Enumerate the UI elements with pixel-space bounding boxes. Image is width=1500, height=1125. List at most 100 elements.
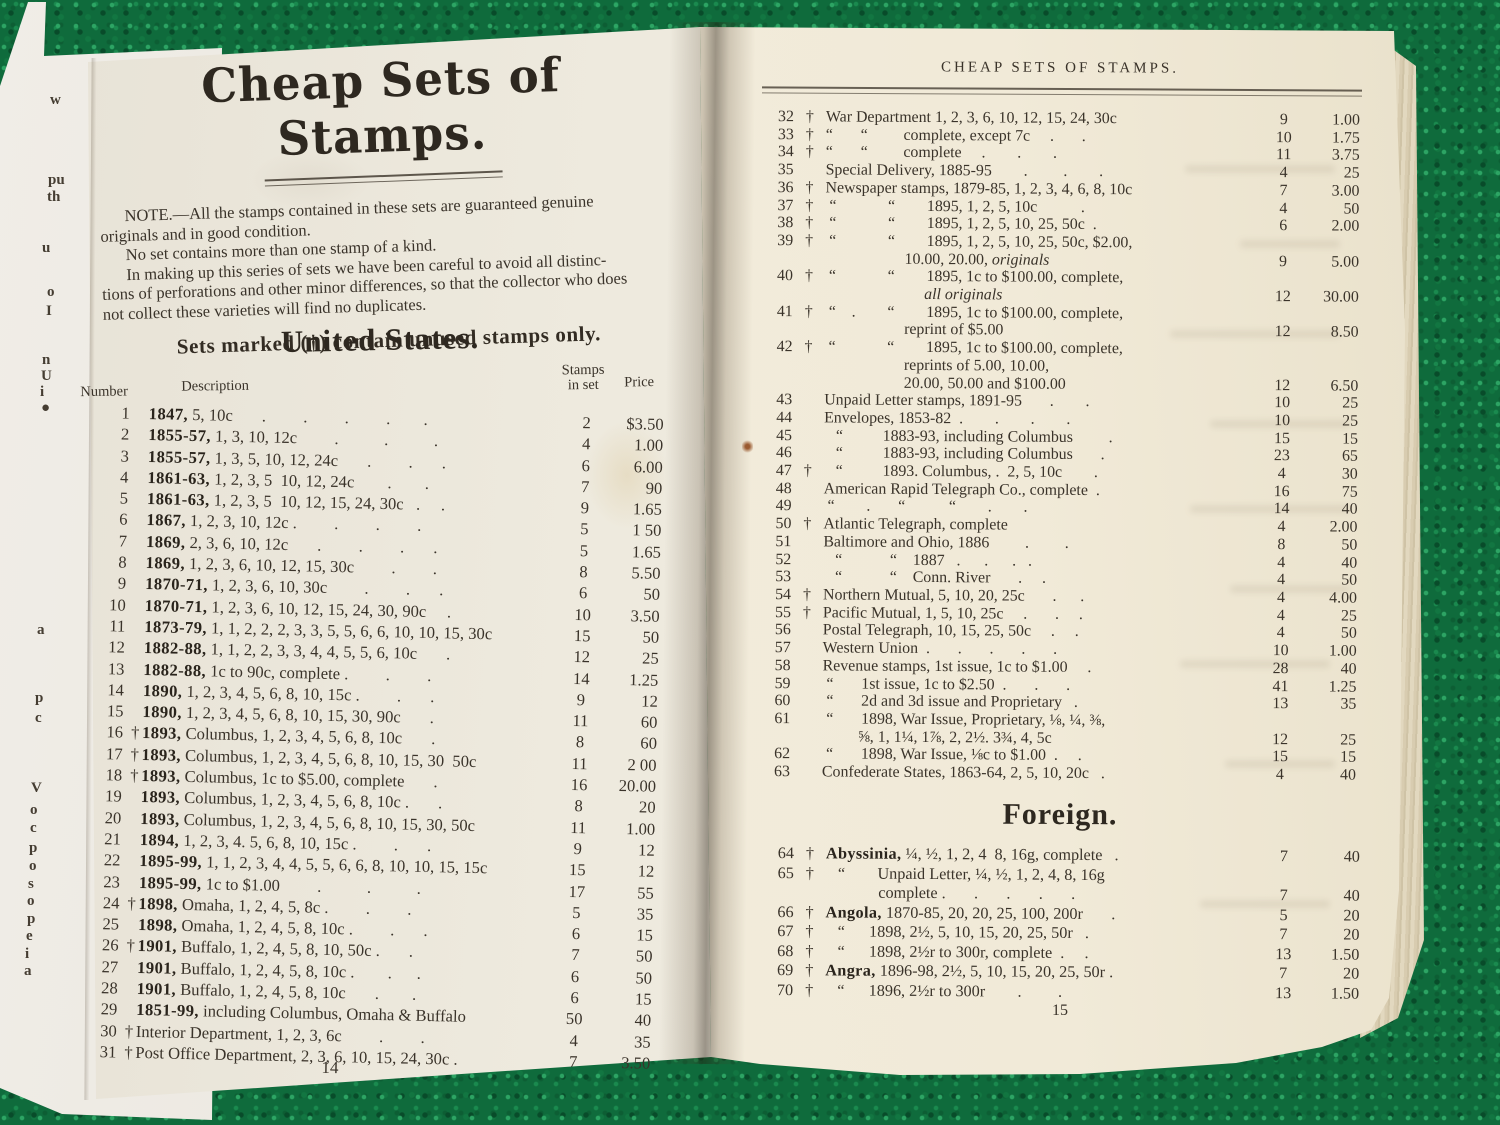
row-number: 43 [776, 391, 793, 409]
stamps-in-set-value: 5 [579, 540, 589, 561]
row-number: 49 [775, 497, 792, 515]
row-number: 33 [777, 125, 794, 143]
row-description: complete . . . . . [825, 883, 1076, 903]
price-value: 25 [1343, 164, 1360, 182]
row-number: 62 [774, 745, 791, 763]
row-number: 58 [774, 656, 791, 674]
cut-off-text-fragment: p [27, 911, 36, 927]
dagger-icon: † [805, 902, 814, 921]
left-page-header: Cheap Sets of Stamps. NOTE.—All the stam… [95, 46, 674, 362]
price-value: 35 [633, 1031, 651, 1052]
cut-off-text-fragment: i [25, 946, 30, 962]
stamps-in-set-value [1262, 359, 1302, 377]
price-value: 8.50 [1330, 323, 1359, 342]
price-value: 12 [637, 861, 655, 881]
row-number: 5 [119, 488, 129, 508]
dagger-icon [801, 250, 825, 268]
row-number: 4 [119, 467, 129, 487]
price-value: 15 [634, 989, 652, 1009]
row-number: 2 [120, 424, 130, 444]
cut-off-text-fragment: I [46, 303, 52, 319]
stamps-in-set-value: 11 [571, 753, 588, 774]
row-number: 54 [775, 586, 792, 604]
row-number: 9 [117, 573, 127, 594]
dagger-icon: † [805, 232, 814, 250]
stamps-in-set-value: 8 [579, 562, 588, 582]
dagger-icon [799, 657, 823, 675]
price-value: 25 [1342, 412, 1359, 430]
dagger-icon: † [805, 922, 814, 941]
dagger-icon [127, 914, 138, 936]
dagger-icon: † [803, 462, 812, 480]
row-number: 19 [104, 786, 122, 806]
price-value: 50 [635, 968, 653, 988]
dagger-icon [126, 956, 137, 978]
dagger-icon [125, 999, 136, 1021]
dagger-icon [799, 569, 823, 587]
dagger-icon [134, 573, 145, 595]
price-value: 50 [643, 584, 661, 605]
price-value: 5.00 [1331, 253, 1360, 271]
price-value: 50 [1341, 571, 1358, 589]
stamps-in-set-value: 15 [573, 625, 591, 646]
dagger-icon: † [805, 125, 814, 144]
row-number: 26 [101, 935, 119, 955]
paper-speck [742, 440, 753, 453]
stamps-in-set-value: 7 [1279, 964, 1288, 983]
price-value: 1 50 [632, 520, 662, 541]
dagger-icon [799, 622, 823, 640]
stamps-in-set-value [1262, 341, 1302, 359]
price-value: 15 [1340, 748, 1357, 766]
dagger-icon: † [802, 603, 811, 621]
stamps-in-set-value: 7 [580, 477, 590, 497]
row-number: 70 [776, 980, 794, 999]
dagger-icon [135, 531, 146, 553]
stamps-in-set-value: 5 [1279, 905, 1288, 924]
price-value: 3.75 [1331, 146, 1360, 165]
row-number: 36 [777, 178, 794, 197]
stamps-in-set-value [1260, 713, 1300, 731]
stamps-in-set-value: 4 [1276, 624, 1285, 642]
dagger-icon [798, 763, 822, 781]
row-number: 35 [777, 161, 794, 179]
dagger-icon [798, 675, 822, 693]
dagger-icon [131, 701, 142, 723]
price-value: 25 [1342, 394, 1359, 412]
cut-off-text-fragment: a [24, 963, 32, 979]
price-value: 1.25 [629, 669, 659, 690]
price-value: 1.25 [1328, 677, 1357, 696]
dagger-icon: † [805, 961, 814, 980]
stamps-in-set-value: 4 [569, 1030, 579, 1050]
dagger-icon [126, 978, 137, 1000]
stamps-in-set-value: 10 [574, 604, 592, 625]
price-value: 20 [1343, 906, 1360, 925]
dagger-icon [798, 710, 822, 728]
price-value: 25 [1340, 731, 1357, 749]
price-value: 3.00 [1331, 182, 1360, 200]
row-number: 69 [776, 961, 794, 980]
price-value: 2.00 [1329, 518, 1358, 536]
column-header-description: Description [181, 377, 250, 395]
stamps-in-set-value: 5 [572, 902, 581, 923]
row-number: 37 [777, 196, 794, 214]
dagger-icon [799, 551, 823, 569]
paper-stain [250, 150, 370, 210]
dagger-icon: † [127, 893, 137, 913]
row-number: 18 [105, 765, 123, 785]
dagger-icon [800, 356, 824, 374]
price-value: 6.50 [1330, 377, 1359, 395]
price-value: 50 [1343, 200, 1360, 218]
cut-off-text-fragment: U [41, 368, 52, 384]
dagger-icon [800, 391, 824, 409]
row-number: 22 [103, 850, 121, 870]
row-number: 56 [774, 621, 791, 639]
price-value: 6.00 [633, 456, 663, 477]
title-divider-rule [264, 170, 503, 187]
dagger-icon: † [805, 108, 814, 126]
row-number [761, 250, 801, 268]
dagger-icon: † [805, 214, 814, 232]
row-description: Confederate States, 1863-64, 2, 5, 10, 2… [821, 763, 1105, 783]
cut-off-text-fragment: e [26, 928, 33, 944]
dagger-icon [798, 728, 822, 746]
row-description: “ 1898, 2½r to 300r, complete . . [825, 941, 1089, 962]
